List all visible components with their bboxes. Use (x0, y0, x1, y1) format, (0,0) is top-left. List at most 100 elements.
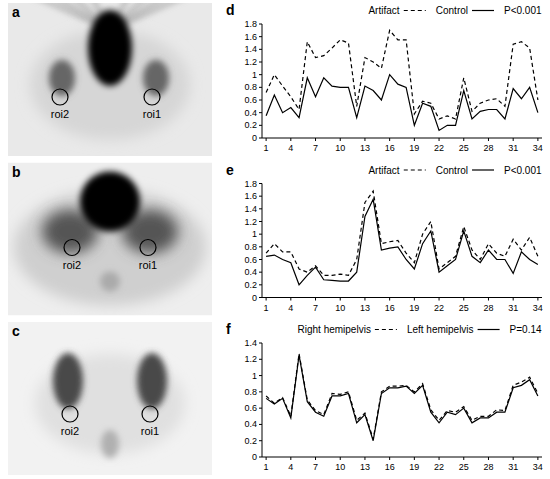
x-tick-label: 19 (409, 303, 419, 313)
legend-swatch (472, 10, 494, 11)
image-panel: roi2roi1a (8, 0, 212, 156)
x-tick (463, 457, 464, 460)
x-tick (439, 457, 440, 460)
y-tick (259, 196, 262, 197)
x-tick (315, 138, 316, 141)
x-tick-label: 31 (508, 462, 518, 472)
panel-letter: d (226, 2, 235, 18)
figure: roi2roi1aroi2roi1broi2roi1cd00.20.40.60.… (0, 0, 550, 479)
x-tick-label: 25 (459, 143, 469, 153)
series-line (266, 75, 538, 131)
y-tick (259, 408, 262, 409)
x-tick-label: 22 (434, 303, 444, 313)
roi-circle (64, 240, 80, 256)
roi-circle (62, 406, 78, 422)
y-tick-label: 1.2 (244, 217, 257, 227)
x-tick (414, 457, 415, 460)
x-tick (537, 298, 538, 301)
y-tick (259, 100, 262, 101)
y-tick (259, 183, 262, 184)
x-tick (340, 457, 341, 460)
roi-label: roi2 (63, 259, 81, 271)
x-tick (364, 457, 365, 460)
y-tick (259, 24, 262, 25)
blob (53, 353, 83, 409)
x-tick (389, 138, 390, 141)
legend-label: Control (436, 165, 468, 176)
panel-letter: f (226, 321, 231, 337)
x-tick-label: 1 (264, 462, 269, 472)
x-tick-label: 4 (288, 143, 293, 153)
legend-label: Left hemipelvis (407, 324, 474, 335)
legend-label: Right hemipelvis (298, 324, 371, 335)
y-tick (259, 49, 262, 50)
y-tick-label: 0.6 (244, 95, 257, 105)
y-tick (259, 208, 262, 209)
x-tick-label: 10 (335, 462, 345, 472)
y-tick (259, 457, 262, 458)
x-tick (537, 457, 538, 460)
y-tick-label: 0.2 (244, 436, 257, 446)
legend-label: Artifact (368, 165, 399, 176)
y-tick-label: 0.8 (244, 242, 257, 252)
x-tick-label: 4 (288, 462, 293, 472)
legend-swatch (478, 329, 500, 330)
image (8, 322, 212, 475)
x-tick-label: 13 (360, 303, 370, 313)
annotation: P=0.14 (510, 324, 542, 335)
x-tick (315, 457, 316, 460)
x-tick-label: 34 (533, 303, 543, 313)
y-tick-label: 1.2 (244, 57, 257, 67)
y-tick-label: 1.8 (244, 19, 257, 29)
roi-label: roi2 (61, 425, 79, 437)
y-tick (259, 297, 262, 298)
y-tick-label: 1.4 (244, 44, 257, 54)
y-tick-label: 0 (252, 452, 257, 462)
legend-swatch (375, 329, 397, 330)
x-tick-label: 22 (434, 143, 444, 153)
y-tick (259, 259, 262, 260)
x-tick-label: 4 (288, 303, 293, 313)
blob (137, 353, 167, 409)
y-tick-label: 0.6 (244, 255, 257, 265)
x-tick-label: 25 (459, 462, 469, 472)
x-tick-label: 28 (483, 303, 493, 313)
roi-label: roi1 (139, 259, 157, 271)
x-tick (340, 298, 341, 301)
y-tick (259, 125, 262, 126)
y-axis (262, 24, 263, 138)
y-axis (262, 184, 263, 298)
legend: ArtifactControlP<0.001 (368, 5, 542, 16)
panel-letter: a (12, 4, 20, 20)
y-tick-label: 1 (252, 229, 257, 239)
plot-area (266, 30, 538, 130)
x-tick (488, 138, 489, 141)
x-tick-label: 7 (313, 303, 318, 313)
y-tick-label: 0.8 (244, 387, 257, 397)
y-tick-label: 1.8 (244, 179, 257, 189)
x-tick (488, 457, 489, 460)
y-tick-label: 0.2 (244, 120, 257, 130)
x-tick (513, 298, 514, 301)
y-tick-label: 0.4 (244, 267, 257, 277)
x-tick-label: 7 (313, 143, 318, 153)
x-tick (439, 298, 440, 301)
y-tick-label: 0 (252, 133, 257, 143)
x-tick (414, 138, 415, 141)
roi-label: roi1 (143, 108, 161, 120)
x-tick-label: 19 (409, 143, 419, 153)
y-tick (259, 221, 262, 222)
y-tick-label: 1.4 (244, 204, 257, 214)
x-tick (537, 138, 538, 141)
x-tick (340, 138, 341, 141)
panel-letter: b (12, 164, 21, 180)
y-tick (259, 343, 262, 344)
y-tick (259, 234, 262, 235)
roi-circle (142, 406, 158, 422)
legend: Right hemipelvis Left hemipelvis P=0.14 (298, 324, 542, 335)
image (8, 163, 212, 316)
bladder (80, 172, 140, 232)
y-tick (259, 424, 262, 425)
x-tick-label: 13 (360, 143, 370, 153)
x-tick-label: 16 (385, 303, 395, 313)
